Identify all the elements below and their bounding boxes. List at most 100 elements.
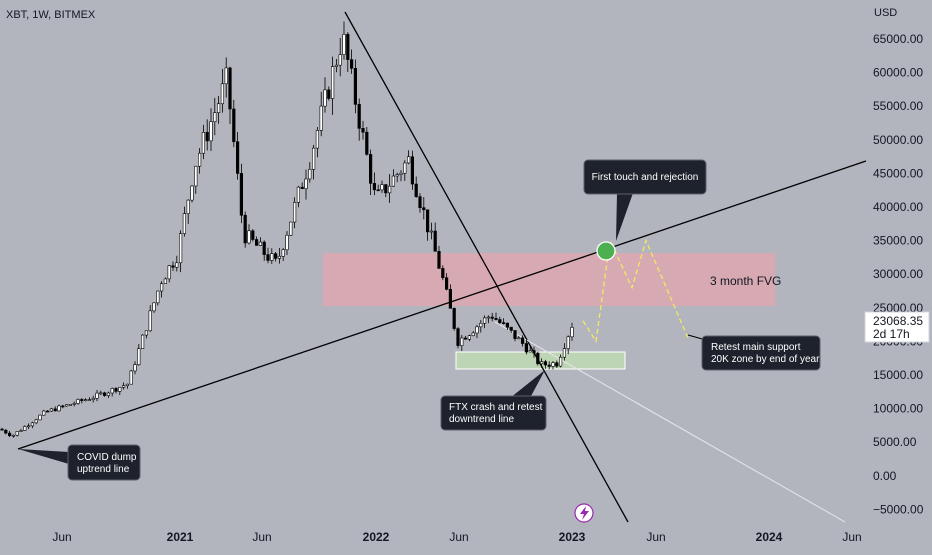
ftx-text-line1: FTX crash and retest (449, 402, 543, 413)
symbol-header: XBT, 1W, BITMEX (6, 9, 96, 21)
price-tick-label: 35000.00 (873, 234, 923, 248)
candle-body (414, 183, 418, 197)
candle-body (406, 156, 411, 164)
candle-body (53, 408, 57, 412)
candle-body (482, 317, 487, 324)
candle-body (368, 154, 373, 184)
candle-body (353, 67, 358, 105)
candle-body (441, 268, 445, 279)
covid-callout[interactable] (67, 444, 141, 481)
candle-body (562, 348, 566, 358)
candle-body (372, 183, 377, 191)
candle-body (26, 425, 31, 428)
candle-body (236, 141, 240, 174)
candle-body (308, 168, 312, 180)
candle-body (551, 362, 555, 367)
candle-body (84, 399, 88, 402)
candle-body (4, 429, 8, 434)
candle-body (460, 337, 464, 346)
candle-body (429, 230, 434, 233)
projection-path[interactable] (582, 238, 689, 344)
candle-body (270, 253, 274, 261)
candle-body (148, 310, 152, 332)
bar-countdown: 2d 17h (873, 327, 910, 341)
candle-body (456, 328, 460, 346)
time-tick-label: Jun (646, 530, 665, 544)
first-touch-marker[interactable] (596, 241, 616, 261)
first-touch-callout-pointer (616, 193, 633, 241)
candle-body (399, 172, 403, 175)
candle-body (8, 432, 12, 437)
candle-body (509, 326, 513, 331)
covid-callout-pointer (18, 449, 69, 464)
downtrend-line[interactable] (344, 11, 629, 523)
candle-body (255, 239, 259, 246)
candle-body (76, 399, 80, 404)
price-tick-label: 40000.00 (873, 200, 923, 214)
ftx-callout[interactable] (440, 395, 547, 431)
candle-body (213, 112, 217, 123)
candle-body (61, 405, 65, 408)
candle-body (156, 290, 160, 304)
candle-series (0, 21, 574, 438)
candle-body (23, 426, 27, 431)
candle-body (543, 361, 547, 366)
candle-body (327, 89, 331, 99)
currency-label: USD (874, 7, 897, 19)
price-tick-label: 5000.00 (873, 435, 917, 449)
candle-body (232, 108, 236, 143)
candle-body (403, 162, 407, 174)
candle-body (361, 128, 365, 133)
candle-body (171, 265, 175, 268)
candle-body (228, 67, 232, 110)
price-tick-label: 15000.00 (873, 368, 923, 382)
first-touch-callout[interactable] (583, 159, 707, 195)
candle-body (198, 152, 202, 167)
candle-body (524, 343, 528, 353)
candle-body (433, 230, 437, 252)
time-tick-label: 2021 (167, 530, 194, 544)
candle-body (570, 327, 574, 338)
candle-body (285, 234, 289, 251)
price-axis[interactable]: 65000.00 60000.00 55000.00 50000.00 45000.00… (873, 32, 924, 516)
candle-body (201, 132, 206, 154)
candle-body (338, 54, 342, 66)
candle-body (292, 202, 297, 223)
candle-body (163, 278, 168, 284)
candle-body (334, 64, 339, 67)
candle-body (539, 361, 544, 365)
candle-body (144, 330, 149, 336)
candle-body (239, 173, 244, 216)
fvg-zone[interactable] (323, 253, 775, 306)
uptrend-line[interactable] (17, 160, 867, 450)
candle-body (471, 332, 475, 336)
candle-body (65, 404, 69, 407)
candle-body (330, 66, 335, 99)
candle-body (304, 178, 308, 189)
price-tick-label: 10000.00 (873, 402, 923, 416)
candle-body (0, 428, 4, 431)
candle-body (122, 385, 126, 388)
candle-body (501, 322, 506, 324)
time-tick-label: Jun (842, 530, 861, 544)
time-axis[interactable]: Jun 2021 Jun 2022 Jun 2023 Jun 2024 Jun (52, 530, 861, 544)
support-zone[interactable] (455, 351, 626, 370)
candle-body (387, 185, 392, 194)
candle-body (103, 392, 107, 396)
candle-body (494, 318, 498, 320)
lightning-icon (580, 506, 589, 520)
candle-body (224, 67, 228, 85)
candle-body (505, 322, 510, 328)
candle-body (289, 221, 293, 236)
candle-body (72, 403, 76, 405)
retest-callout[interactable] (701, 335, 821, 371)
candle-body (479, 322, 483, 328)
candle-body (517, 337, 521, 340)
candle-body (277, 255, 282, 259)
projected-downtrend-line[interactable] (494, 321, 846, 523)
candle-body (179, 233, 183, 264)
current-price-badge[interactable] (864, 311, 930, 343)
first-touch-text: First touch and rejection (592, 172, 699, 183)
candle-body (118, 386, 122, 392)
